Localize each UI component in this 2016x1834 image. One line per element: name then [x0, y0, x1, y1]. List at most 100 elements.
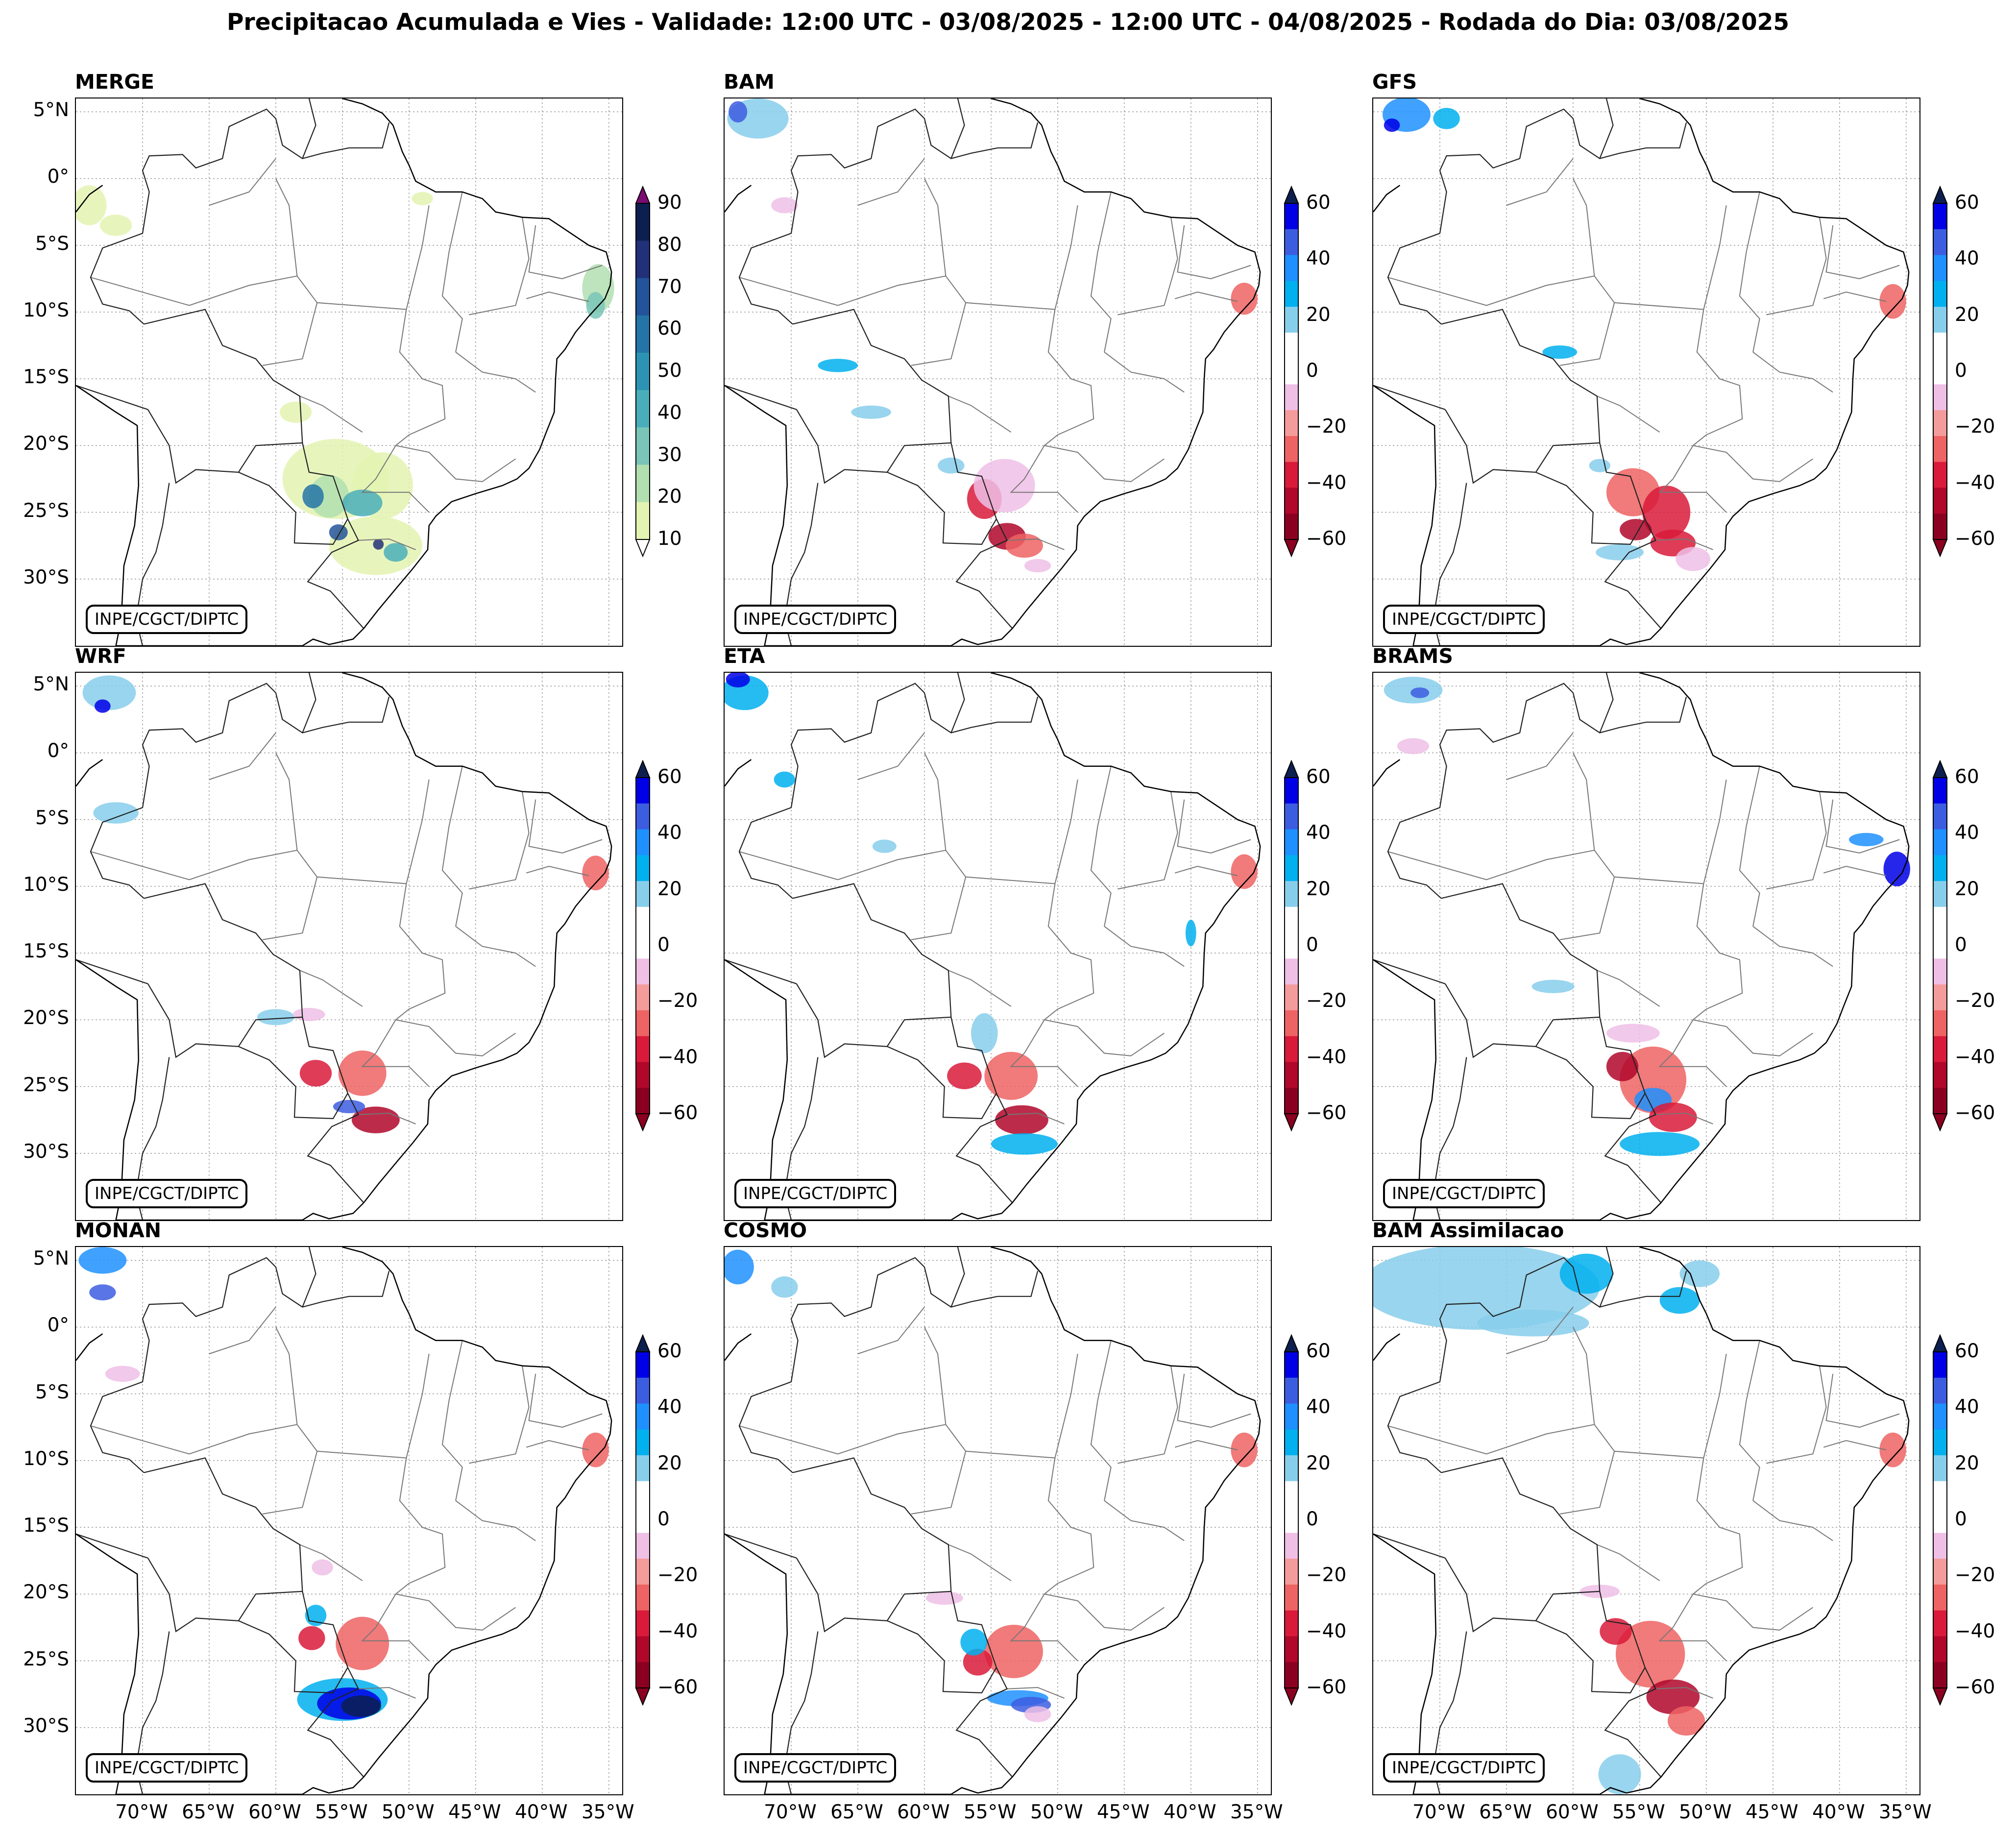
state-boundary	[358, 1112, 416, 1125]
colorbar-segment	[1933, 1010, 1947, 1037]
colorbar-segment	[1285, 281, 1298, 307]
panel-title: MERGE	[75, 70, 155, 94]
colorbar-segment	[636, 932, 650, 959]
lon-tick-label: 70°W	[115, 1801, 168, 1823]
lon-tick-label: 60°W	[897, 1801, 950, 1823]
field-blob	[1649, 1102, 1697, 1132]
lat-tick-label: 25°S	[23, 1074, 69, 1096]
colorbar-segment	[1933, 1559, 1947, 1585]
state-boundary	[1174, 865, 1238, 877]
lat-tick-label: 30°S	[23, 1714, 69, 1737]
state-boundary	[406, 205, 430, 310]
colorbar-segment	[1285, 1377, 1298, 1404]
field-blob	[105, 1366, 140, 1382]
colorbar-frame	[635, 777, 650, 1114]
state-boundary	[441, 766, 463, 927]
colorbar-segment	[1933, 881, 1947, 907]
colorbar-segment	[1933, 1036, 1947, 1062]
colorbar-segment	[1933, 906, 1947, 933]
field-blob	[1668, 1706, 1705, 1736]
colorbar-segment	[636, 241, 650, 278]
colorbar-segment	[1933, 255, 1947, 281]
country-border	[1441, 883, 1662, 1203]
credit-label: INPE/CGCT/DIPTC	[734, 605, 897, 634]
field-blob	[1024, 1706, 1051, 1722]
colorbar-segment	[1933, 958, 1947, 985]
colorbar-tick-label: 0	[1306, 360, 1318, 382]
figure-title: Precipitacao Acumulada e Vies - Validade…	[226, 9, 1790, 36]
state-boundary	[209, 732, 276, 780]
credit-label: INPE/CGCT/DIPTC	[1383, 1753, 1545, 1783]
colorbar-frame	[1284, 203, 1299, 540]
colorbar-segment	[636, 855, 650, 881]
colorbar-frame	[1933, 203, 1947, 540]
state-boundary	[1658, 478, 1727, 513]
field-blob	[995, 1105, 1048, 1135]
map-area	[75, 672, 623, 1221]
field-blob	[1620, 1132, 1700, 1156]
colorbar	[1932, 186, 1948, 557]
colorbar-segment	[1285, 436, 1298, 463]
country-border	[144, 309, 364, 629]
state-boundary	[275, 1327, 298, 1425]
state-boundary	[262, 1451, 318, 1515]
colorbar	[635, 760, 651, 1131]
state-boundary	[1693, 1593, 1813, 1631]
map-canvas	[1373, 673, 1919, 1220]
colorbar-tick-label: 60	[657, 318, 682, 340]
colorbar-tick-label: −40	[1306, 471, 1347, 494]
field-blob	[818, 359, 858, 372]
lat-tick-label: 5°S	[35, 1381, 69, 1403]
field-blob	[302, 484, 324, 509]
state-boundary	[1010, 478, 1078, 513]
country-border	[90, 1257, 390, 1473]
colorbar-segment	[636, 1429, 650, 1456]
state-boundary	[526, 1440, 589, 1451]
colorbar-segment	[1933, 514, 1947, 540]
colorbar-tick-label: 60	[657, 1340, 682, 1362]
state-boundary	[361, 478, 430, 513]
field-blob	[1642, 486, 1691, 539]
state-boundary	[924, 1327, 947, 1425]
field-blob	[1620, 519, 1652, 540]
state-boundary	[395, 1019, 516, 1056]
field-blob	[1606, 1024, 1660, 1043]
lat-tick-label: 0°	[47, 1314, 69, 1337]
colorbar-frame	[1933, 777, 1947, 1114]
state-boundary	[1739, 1340, 1760, 1501]
colorbar-segment	[1285, 778, 1298, 804]
lon-tick-label: 60°W	[248, 1801, 301, 1823]
field-blob	[1005, 534, 1043, 558]
field-blob	[973, 459, 1035, 513]
map-area	[724, 98, 1272, 647]
colorbar-segment	[1933, 803, 1947, 830]
colorbar-tick-label: 40	[657, 401, 682, 424]
country-border	[302, 1247, 316, 1308]
state-boundary	[1825, 799, 1900, 854]
colorbar-segment	[636, 1481, 650, 1508]
state-boundary	[262, 302, 318, 366]
field-blob	[1596, 544, 1644, 561]
field-blob	[582, 1432, 609, 1467]
colorbar-tick-label: 0	[657, 934, 670, 956]
field-blob	[412, 192, 433, 205]
field-blob	[1384, 118, 1400, 132]
colorbar-segment	[1933, 307, 1947, 333]
lon-tick-label: 55°W	[1612, 1801, 1665, 1823]
country-border	[1599, 673, 1614, 734]
country-border	[90, 108, 390, 325]
panel-title: GFS	[1372, 70, 1417, 94]
colorbar-segment	[636, 502, 650, 540]
state-boundary	[1752, 351, 1833, 393]
colorbar-segment	[1933, 1377, 1947, 1404]
state-boundary	[395, 1593, 516, 1631]
colorbar-segment	[636, 829, 650, 856]
colorbar-segment	[1933, 1610, 1947, 1637]
colorbar-segment	[1285, 1481, 1298, 1508]
colorbar-tick-label: 40	[657, 822, 682, 844]
colorbar-tick-label: 20	[1306, 303, 1331, 326]
colorbar-bottom-arrow	[1284, 539, 1299, 557]
credit-label: INPE/CGCT/DIPTC	[1383, 1179, 1545, 1208]
colorbar-tick-label: 90	[657, 192, 682, 214]
colorbar-top-arrow	[635, 1334, 651, 1352]
